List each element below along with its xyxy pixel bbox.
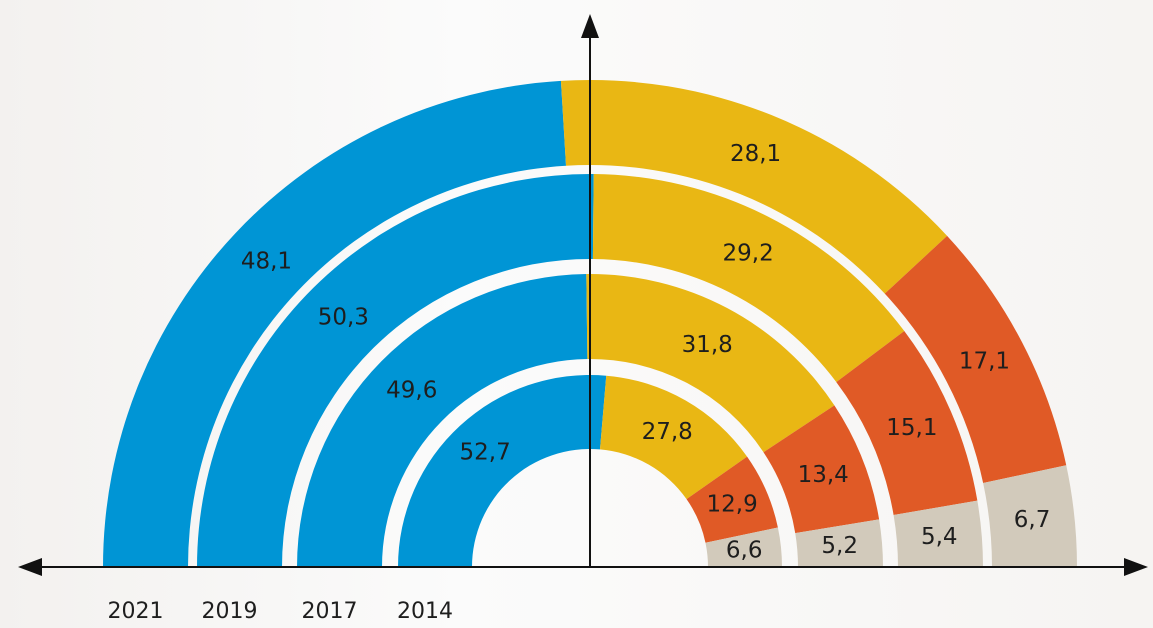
value-label: 27,8 [642,419,693,445]
segment [884,235,1067,484]
segment [398,375,607,567]
value-label: 15,1 [886,415,937,441]
segment [103,80,567,568]
value-label: 6,6 [726,537,763,563]
value-label: 52,7 [460,439,511,465]
segment [983,465,1077,567]
arrow-up [581,14,599,38]
ring-label: 2019 [202,599,258,624]
segment [705,527,782,567]
value-label: 49,6 [386,377,437,403]
rings [103,80,1077,568]
arrow-left [18,558,42,576]
value-label: 13,4 [798,462,849,488]
segment [586,274,835,453]
segment [197,173,594,567]
value-label: 48,1 [241,249,292,275]
ring-label: 2017 [302,599,358,624]
segment [836,331,978,515]
value-label: 50,3 [318,304,369,330]
ring-label: 2021 [108,599,164,624]
value-label: 5,4 [921,524,958,550]
value-label: 17,1 [959,349,1010,375]
value-label: 12,9 [707,492,758,518]
value-label: 28,1 [730,141,781,167]
segment [893,500,983,567]
value-label: 6,7 [1014,507,1051,533]
arrow-right [1124,558,1148,576]
value-label: 5,2 [821,533,858,559]
segment [686,456,778,543]
segment [763,405,880,534]
segment [297,274,588,567]
ring-label: 2014 [397,599,453,624]
segment [592,174,905,383]
value-label: 29,2 [723,241,774,267]
segment [560,80,948,294]
segment [795,519,883,567]
segment [599,375,748,500]
value-label: 31,8 [682,332,733,358]
